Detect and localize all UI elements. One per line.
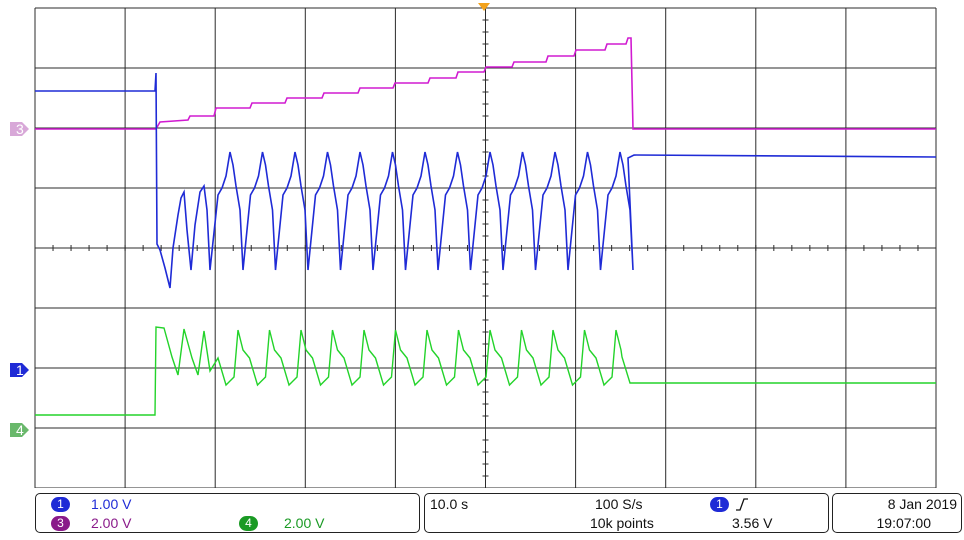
channel-1-badge[interactable]: 1 bbox=[51, 497, 70, 512]
rising-edge-icon bbox=[736, 498, 748, 511]
svg-text:3: 3 bbox=[16, 121, 24, 137]
record-length: 10k points bbox=[590, 515, 654, 531]
horizontal-trigger-panel[interactable]: 10.0 s 100 S/s 10k points 1 3.56 V bbox=[424, 493, 829, 533]
trigger-source-badge[interactable]: 1 bbox=[710, 497, 729, 512]
channel-4-badge[interactable]: 4 bbox=[239, 516, 258, 531]
channel-4-trace bbox=[35, 326, 936, 416]
sample-rate: 100 S/s bbox=[595, 496, 643, 512]
channel-1-trace bbox=[35, 72, 937, 289]
channel-scale-panel[interactable]: 1 1.00 V 3 2.00 V 4 2.00 V bbox=[35, 493, 420, 533]
channel-3-scale: 2.00 V bbox=[91, 515, 132, 531]
status-bar: 1 1.00 V 3 2.00 V 4 2.00 V 10.0 s 100 S/… bbox=[0, 488, 964, 540]
channel-3-trace bbox=[35, 37, 936, 130]
channel-3-marker[interactable]: 3 bbox=[10, 121, 29, 137]
trigger-level: 3.56 V bbox=[732, 515, 773, 531]
channel-1-marker[interactable]: 1 bbox=[10, 362, 29, 378]
date-label: 8 Jan 2019 bbox=[887, 496, 957, 512]
graticule-ticks bbox=[34, 7, 937, 488]
trigger-position-marker[interactable] bbox=[478, 3, 490, 11]
channel-1-scale: 1.00 V bbox=[91, 496, 132, 512]
waveform-display: 3 1 4 bbox=[10, 3, 937, 488]
channel-4-marker[interactable]: 4 bbox=[10, 422, 29, 438]
timebase-scale: 10.0 s bbox=[430, 496, 469, 512]
svg-text:1: 1 bbox=[16, 362, 24, 378]
channel-3-badge[interactable]: 3 bbox=[51, 516, 70, 531]
svg-text:4: 4 bbox=[16, 422, 24, 438]
time-label: 19:07:00 bbox=[876, 515, 932, 531]
date-time-panel: 8 Jan 2019 19:07:00 bbox=[832, 493, 962, 533]
channel-4-scale: 2.00 V bbox=[284, 515, 325, 531]
